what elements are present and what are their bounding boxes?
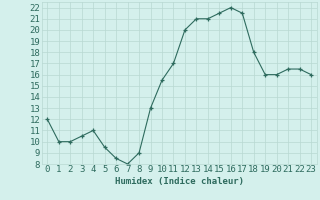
- X-axis label: Humidex (Indice chaleur): Humidex (Indice chaleur): [115, 177, 244, 186]
